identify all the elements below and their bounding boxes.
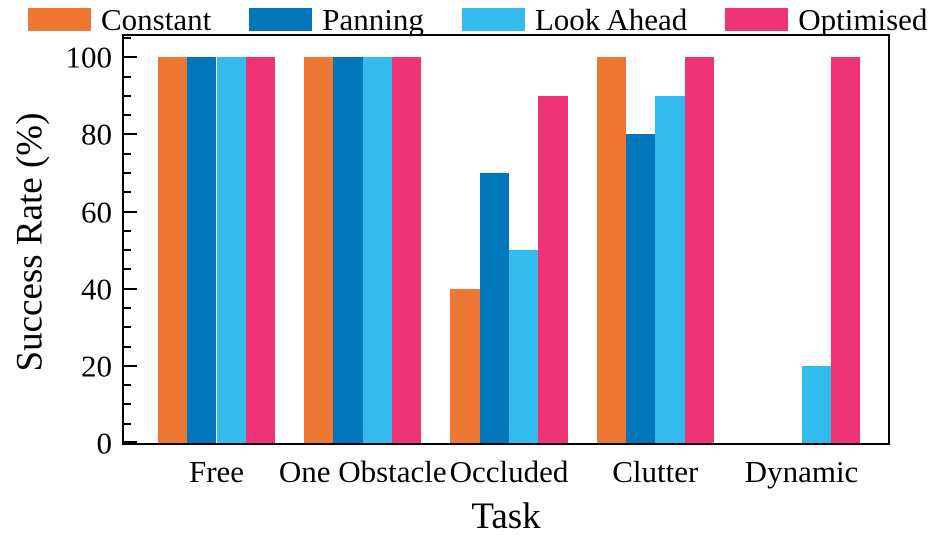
bar-look-ahead-dynamic [801,365,831,443]
x-tick-label-clutter: Clutter [612,454,699,489]
y-major-tick [124,364,137,367]
y-minor-tick [124,171,131,174]
bar-look-ahead-occluded [509,250,539,443]
bar-constant-free [157,57,188,443]
y-minor-tick [124,191,131,194]
bar-constant-one-obstacle [304,57,334,443]
y-axis-title: Success Rate (%) [9,112,51,372]
y-minor-tick [124,403,131,406]
y-tick-label: 20 [81,348,112,384]
y-minor-tick [124,326,131,329]
y-major-tick [124,287,137,290]
bar-optimised-one-obstacle [392,57,422,443]
y-tick-label: 60 [81,194,112,230]
y-minor-tick [124,249,131,252]
bar-optimised-free [245,57,276,443]
y-minor-tick [124,36,131,39]
legend-item-optimised: Optimised [725,4,927,35]
bar-optimised-dynamic [830,57,861,443]
bar-look-ahead-free [216,57,246,443]
y-minor-tick [124,114,131,117]
y-minor-tick [124,422,131,425]
y-tick-label: 40 [81,271,112,307]
legend: Constant Panning Look Ahead Optimised [28,4,927,35]
y-tick-label: 0 [96,425,113,461]
legend-swatch-icon [725,8,789,31]
x-tick-label-dynamic: Dynamic [744,454,859,489]
bar-constant-occluded [450,288,480,443]
legend-label: Optimised [798,2,928,37]
y-major-tick [124,56,137,59]
bar-constant-clutter [596,57,626,443]
legend-label: Constant [101,2,212,37]
x-tick-label-one-obstacle: One Obstacle [278,454,447,489]
bar-look-ahead-clutter [655,95,685,443]
y-major-tick [124,210,137,213]
y-minor-tick [124,268,131,271]
y-tick-label: 100 [65,39,113,75]
x-tick-label-occluded: Occluded [449,454,569,489]
y-tick-label: 80 [81,116,112,152]
plot-canvas [124,36,888,443]
legend-swatch-icon [28,8,91,31]
bar-look-ahead-one-obstacle [362,57,393,443]
legend-swatch-icon [461,8,525,31]
y-minor-tick [124,306,131,309]
y-major-tick [124,133,137,136]
plot-area [122,34,890,445]
y-minor-tick [124,384,131,387]
legend-swatch-icon [249,8,313,31]
legend-item-look-ahead: Look Ahead [461,2,688,37]
bar-optimised-clutter [684,57,714,443]
y-minor-tick [124,229,131,232]
bar-panning-clutter [625,134,656,443]
x-tick-label-free: Free [188,454,245,489]
x-axis-title: Task [471,496,541,537]
y-major-tick [124,441,137,443]
y-minor-tick [124,345,131,348]
y-minor-tick [124,75,131,78]
y-minor-tick [124,152,131,155]
bar-panning-occluded [479,172,509,443]
bar-panning-free [187,57,217,443]
bar-optimised-occluded [538,95,568,443]
legend-label: Panning [322,2,424,37]
legend-item-panning: Panning [249,4,424,35]
y-minor-tick [124,94,131,97]
legend-label: Look Ahead [534,2,688,37]
legend-item-constant: Constant [28,4,211,35]
bar-panning-one-obstacle [333,57,363,443]
